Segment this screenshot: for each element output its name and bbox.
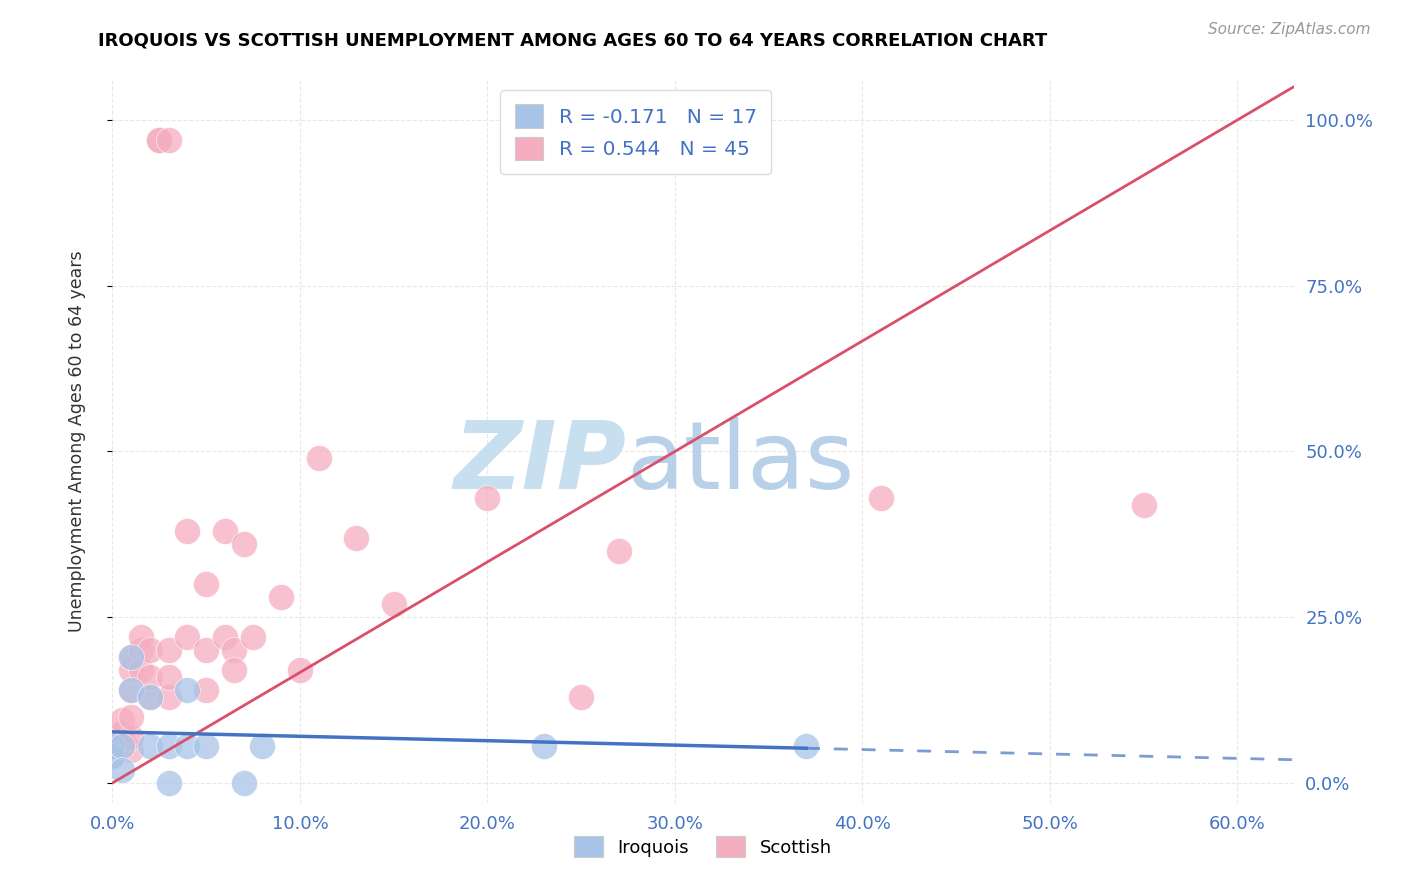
- Point: [176, 524, 198, 538]
- Point: [148, 133, 170, 147]
- Point: [129, 643, 152, 657]
- Point: [157, 133, 180, 147]
- Point: [232, 776, 254, 790]
- Point: [252, 739, 274, 754]
- Point: [139, 670, 162, 684]
- Point: [794, 739, 817, 754]
- Point: [101, 749, 124, 764]
- Point: [870, 491, 893, 505]
- Text: Source: ZipAtlas.com: Source: ZipAtlas.com: [1208, 22, 1371, 37]
- Legend: Iroquois, Scottish: Iroquois, Scottish: [565, 827, 841, 866]
- Point: [157, 690, 180, 704]
- Point: [195, 643, 218, 657]
- Y-axis label: Unemployment Among Ages 60 to 64 years: Unemployment Among Ages 60 to 64 years: [67, 251, 86, 632]
- Point: [129, 663, 152, 677]
- Point: [129, 630, 152, 644]
- Point: [270, 591, 292, 605]
- Point: [224, 643, 246, 657]
- Text: IROQUOIS VS SCOTTISH UNEMPLOYMENT AMONG AGES 60 TO 64 YEARS CORRELATION CHART: IROQUOIS VS SCOTTISH UNEMPLOYMENT AMONG …: [98, 31, 1047, 49]
- Point: [101, 739, 124, 754]
- Point: [120, 683, 142, 698]
- Text: atlas: atlas: [626, 417, 855, 509]
- Point: [120, 709, 142, 723]
- Point: [176, 683, 198, 698]
- Point: [176, 739, 198, 754]
- Point: [111, 713, 134, 727]
- Point: [139, 643, 162, 657]
- Point: [111, 726, 134, 740]
- Point: [157, 739, 180, 754]
- Point: [157, 776, 180, 790]
- Point: [308, 451, 330, 466]
- Point: [176, 630, 198, 644]
- Point: [139, 739, 162, 754]
- Point: [120, 683, 142, 698]
- Point: [111, 739, 134, 754]
- Point: [195, 739, 218, 754]
- Point: [242, 630, 264, 644]
- Point: [120, 743, 142, 757]
- Point: [139, 690, 162, 704]
- Point: [120, 650, 142, 665]
- Point: [195, 577, 218, 591]
- Point: [120, 730, 142, 744]
- Point: [288, 663, 311, 677]
- Point: [382, 597, 405, 611]
- Point: [101, 749, 124, 764]
- Point: [111, 763, 134, 777]
- Point: [120, 650, 142, 665]
- Text: ZIP: ZIP: [453, 417, 626, 509]
- Point: [120, 663, 142, 677]
- Point: [111, 739, 134, 754]
- Point: [214, 524, 236, 538]
- Point: [232, 537, 254, 551]
- Point: [569, 690, 592, 704]
- Point: [101, 739, 124, 754]
- Point: [344, 531, 367, 545]
- Point: [157, 670, 180, 684]
- Point: [139, 690, 162, 704]
- Point: [148, 133, 170, 147]
- Point: [224, 663, 246, 677]
- Point: [477, 491, 499, 505]
- Point: [1132, 498, 1154, 512]
- Point: [214, 630, 236, 644]
- Point: [195, 683, 218, 698]
- Point: [111, 732, 134, 747]
- Point: [607, 544, 630, 558]
- Point: [157, 643, 180, 657]
- Point: [533, 739, 555, 754]
